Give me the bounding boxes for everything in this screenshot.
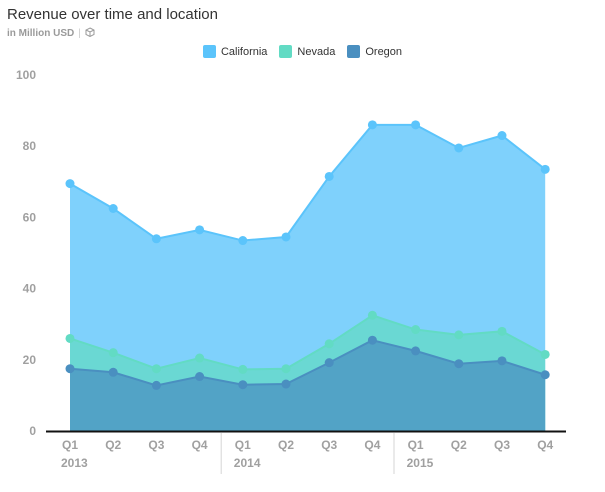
line-oregon [69,339,546,387]
x-tick-label: Q4 [537,438,553,452]
point-california-11 [540,164,550,174]
point-oregon-4 [238,380,248,390]
point-oregon-0 [65,364,75,374]
legend-label-oregon: Oregon [365,45,403,58]
point-nevada-4 [238,364,248,374]
point-california-7 [367,120,377,130]
point-nevada-8 [411,325,421,335]
x-tick-label: Q1 [62,438,78,452]
point-california-5 [281,232,291,242]
area-layer [69,123,546,431]
x-tick-label: Q4 [364,438,380,452]
year-label: 2013 [61,456,88,470]
x-tick-label: Q3 [494,438,510,452]
x-tick-label: Q2 [278,438,294,452]
x-tick-label: Q1 [235,438,251,452]
chart-title: Revenue over time and location [7,6,218,23]
separator: | [78,28,81,39]
chart-legend: California Nevada Oregon [0,45,605,58]
point-oregon-8 [411,346,421,356]
chart-subtitle: in Million USD | [7,27,95,39]
point-oregon-5 [281,379,291,389]
y-tick-label: 60 [23,210,37,224]
point-oregon-1 [108,367,118,377]
legend-swatch-nevada [279,45,293,58]
area-oregon [70,340,546,431]
point-california-10 [497,131,507,141]
legend-swatch-california [202,45,216,58]
point-oregon-3 [195,372,205,382]
legend-item-nevada[interactable]: Nevada [279,45,335,58]
point-california-6 [324,171,334,181]
point-nevada-5 [281,364,291,374]
point-nevada-11 [540,349,550,359]
line-nevada [69,314,546,371]
legend-item-oregon[interactable]: Oregon [347,45,402,58]
point-oregon-10 [497,356,507,366]
point-california-3 [195,225,205,235]
x-tick-label: Q2 [105,438,121,452]
point-california-8 [411,120,421,130]
y-tick-label: 20 [23,353,37,367]
line-california [69,123,546,242]
x-tick-label: Q2 [451,438,467,452]
point-nevada-7 [367,310,377,320]
unit-label: in Million USD [7,28,75,39]
point-oregon-11 [540,370,550,380]
point-layer [65,120,550,390]
legend-label-california: California [220,45,268,58]
year-label: 2014 [234,456,261,470]
x-tick-label: Q1 [408,438,424,452]
point-california-2 [151,234,161,244]
legend-swatch-oregon [347,45,361,58]
legend-label-nevada: Nevada [297,45,336,58]
point-oregon-9 [454,359,464,369]
point-nevada-6 [324,339,334,349]
point-nevada-0 [65,333,75,343]
point-california-9 [454,143,464,153]
y-tick-label: 0 [29,424,36,438]
x-tick-label: Q3 [321,438,337,452]
y-tick-label: 40 [23,282,37,296]
point-nevada-3 [195,353,205,363]
y-tick-label: 100 [16,68,36,82]
x-tick-label: Q4 [192,438,208,452]
point-nevada-9 [454,330,464,340]
legend-item-california[interactable]: California [202,45,268,58]
point-california-0 [65,179,75,189]
cube-icon[interactable] [85,27,95,37]
axes-layer: 0 20 40 60 80 100 Q1 Q2 Q3 Q4 Q1 Q2 Q3 Q4 Q1 Q2 Q3 Q4 2013… [16,68,566,474]
point-oregon-6 [324,358,334,368]
y-tick-label: 80 [23,139,37,153]
point-california-1 [108,204,118,213]
point-oregon-7 [367,335,377,345]
x-tick-label: Q3 [148,438,164,452]
point-california-4 [238,236,248,246]
year-label: 2015 [407,456,434,470]
point-oregon-2 [151,380,161,390]
point-nevada-2 [151,364,161,374]
point-nevada-1 [108,348,118,358]
point-nevada-10 [497,326,507,336]
